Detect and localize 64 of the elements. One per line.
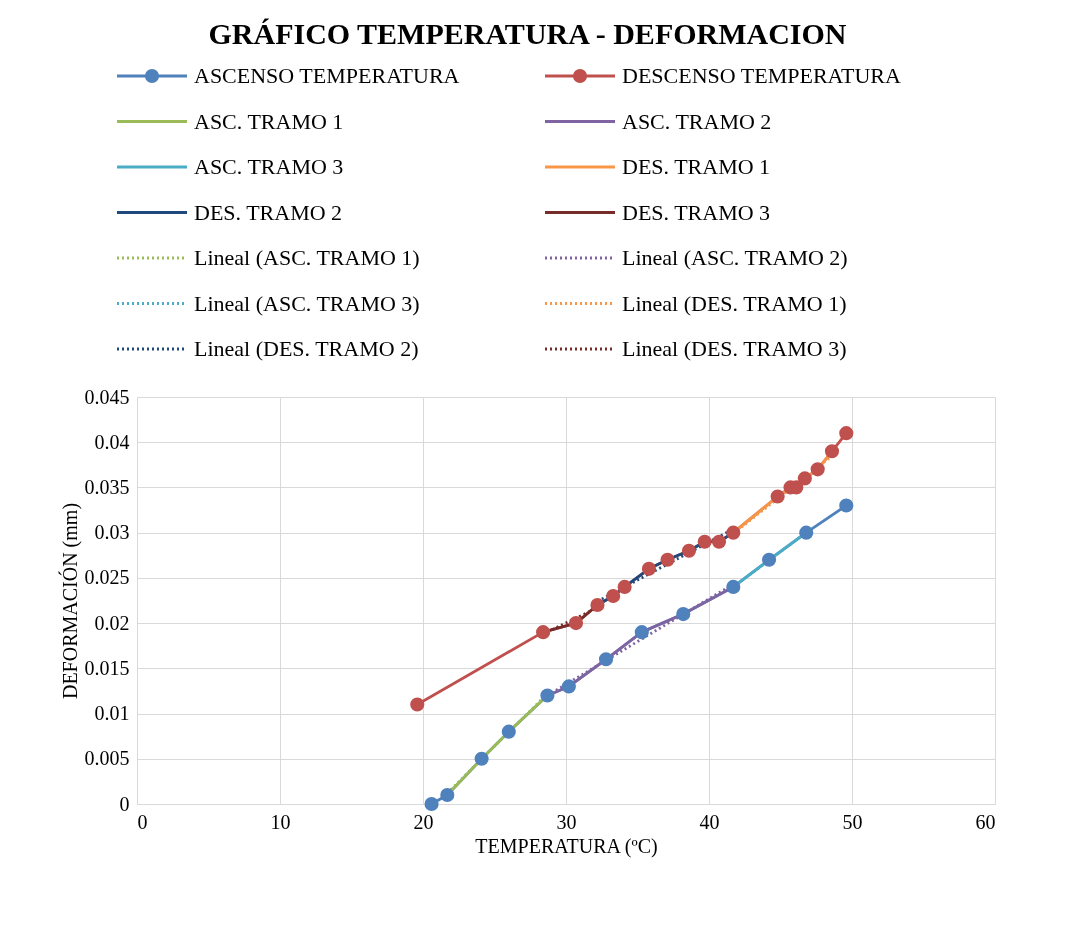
point: [617, 579, 632, 594]
y-tick-label: 0.02: [94, 611, 130, 634]
y-tick-label: 0.03: [94, 521, 130, 544]
legend-label: ASCENSO TEMPERATURA: [194, 63, 460, 88]
x-tick-label: 10: [270, 810, 291, 833]
x-axis-title: TEMPERATURA (ºC): [475, 834, 658, 858]
point: [440, 787, 455, 803]
x-tick-label: 0: [137, 810, 148, 833]
y-tick-label: 0.035: [84, 475, 130, 498]
x-tick-label: 30: [556, 810, 577, 833]
point: [606, 588, 621, 604]
legend-label: Lineal (ASC. TRAMO 3): [194, 290, 420, 316]
point: [536, 625, 551, 640]
point: [824, 444, 840, 459]
legend-label: ASC. TRAMO 3: [194, 154, 344, 179]
point: [561, 679, 576, 694]
legend-label: Lineal (DES. TRAMO 2): [194, 336, 419, 361]
legend-label: DES. TRAMO 3: [622, 199, 771, 225]
point: [501, 724, 516, 739]
point: [410, 697, 425, 712]
point: [681, 543, 697, 558]
y-tick-label: 0.025: [84, 566, 130, 589]
x-tick-label: 20: [413, 810, 434, 833]
y-tick-label: 0.045: [84, 385, 130, 408]
point: [590, 597, 605, 613]
x-tick-label: 40: [699, 810, 720, 833]
legend-label: ASC. TRAMO 2: [622, 108, 772, 134]
point: [540, 688, 555, 703]
point: [711, 534, 727, 549]
point: [797, 471, 812, 486]
point: [474, 751, 489, 766]
chart-title: GRÁFICO TEMPERATURA - DEFORMACION: [208, 17, 847, 50]
point: [634, 625, 649, 640]
y-tick-label: 0.01: [94, 702, 130, 725]
point: [799, 525, 814, 540]
legend-label: Lineal (ASC. TRAMO 1): [194, 245, 420, 270]
legend-label: ASC. TRAMO 1: [194, 108, 344, 134]
legend-label: DESCENSO TEMPERATURA: [622, 63, 902, 88]
y-tick-label: 0.04: [94, 430, 130, 453]
x-tick-label: 50: [842, 810, 863, 833]
point: [810, 462, 825, 477]
legend-label: DES. TRAMO 2: [194, 199, 343, 225]
point: [641, 561, 657, 576]
legend-label: Lineal (DES. TRAMO 3): [622, 336, 847, 361]
point: [839, 498, 854, 513]
x-tick-label: 60: [975, 810, 996, 833]
legend-label: Lineal (DES. TRAMO 1): [622, 290, 847, 316]
point: [697, 534, 712, 549]
y-tick-label: 0.015: [84, 656, 130, 679]
legend-label: DES. TRAMO 1: [622, 154, 771, 179]
point: [726, 579, 741, 594]
legend-label: Lineal (ASC. TRAMO 2): [622, 245, 848, 270]
y-tick-label: 0: [119, 792, 130, 815]
point: [761, 552, 777, 567]
point: [660, 552, 675, 567]
y-tick-label: 0.005: [84, 747, 130, 770]
point: [839, 426, 854, 441]
point: [770, 489, 785, 504]
point: [676, 607, 691, 622]
point: [568, 616, 584, 631]
y-axis-title: DEFORMACIÓN (mm): [57, 502, 82, 700]
point: [598, 652, 614, 667]
point: [424, 796, 439, 812]
point: [726, 525, 741, 540]
